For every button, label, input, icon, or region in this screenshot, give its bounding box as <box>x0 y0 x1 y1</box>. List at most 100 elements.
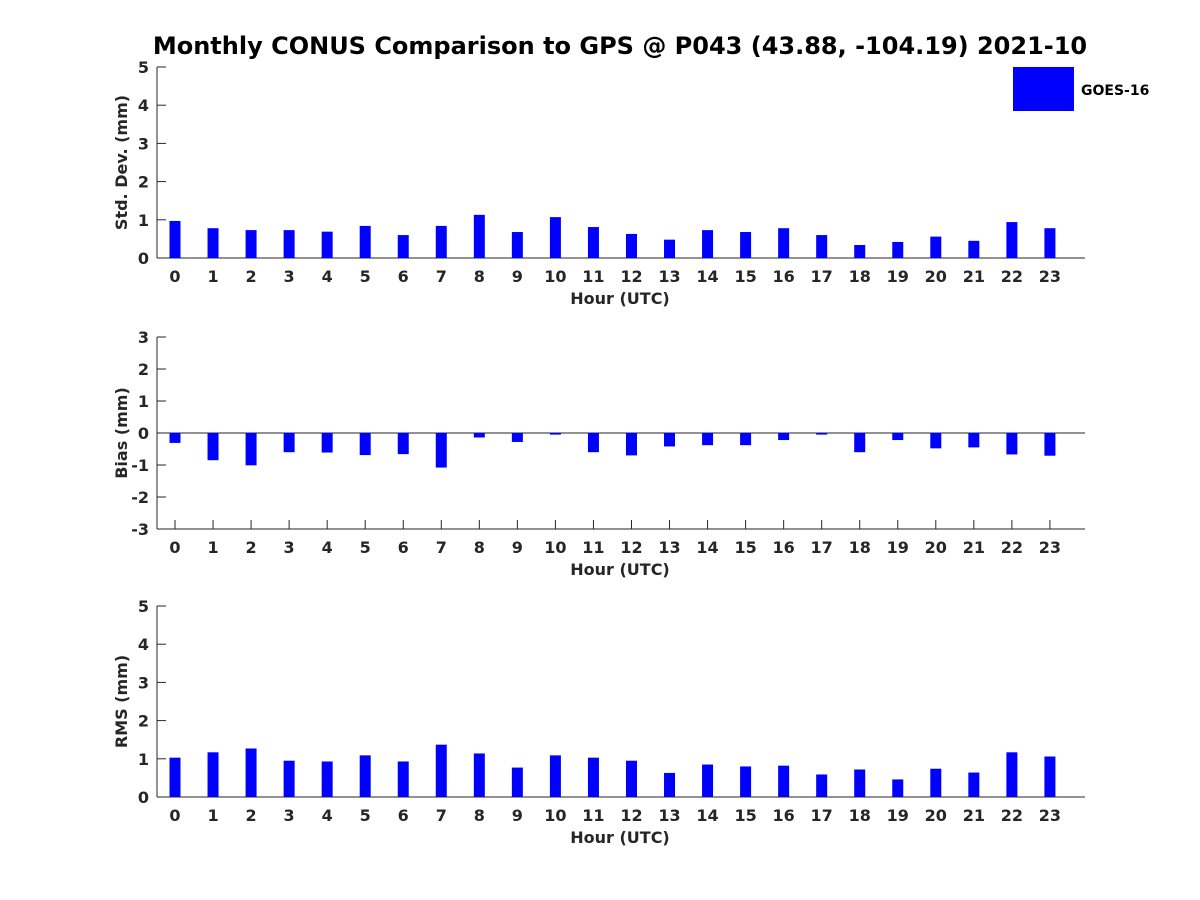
y-tick-label: 4 <box>138 96 149 115</box>
x-tick-label: 22 <box>1001 538 1023 557</box>
bar-hour-0 <box>169 433 181 443</box>
x-tick-label: 9 <box>512 538 523 557</box>
x-tick-label: 23 <box>1039 538 1061 557</box>
bar-hour-11 <box>587 433 599 453</box>
x-tick-label: 3 <box>284 806 295 825</box>
x-tick-label: 11 <box>582 267 604 286</box>
x-tick-label: 16 <box>773 267 795 286</box>
bar-hour-11 <box>587 227 599 258</box>
bar-hour-22 <box>1006 222 1018 258</box>
bar-hour-13 <box>664 239 676 258</box>
bar-hour-19 <box>892 433 904 441</box>
x-tick-label: 16 <box>773 806 795 825</box>
x-tick-label: 0 <box>169 806 180 825</box>
legend-label: GOES-16 <box>1081 83 1149 99</box>
y-tick-label: 1 <box>138 750 149 769</box>
x-tick-label: 11 <box>582 538 604 557</box>
x-tick-label: 13 <box>658 806 680 825</box>
bar-hour-1 <box>207 752 219 797</box>
x-tick-label: 18 <box>849 538 871 557</box>
bar-hour-10 <box>549 217 561 258</box>
x-tick-label: 18 <box>849 806 871 825</box>
x-axis-label: Hour (UTC) <box>570 828 670 847</box>
x-tick-label: 15 <box>734 538 756 557</box>
y-tick-label: 5 <box>138 597 149 616</box>
bar-hour-14 <box>702 230 714 258</box>
x-tick-label: 7 <box>436 538 447 557</box>
bar-hour-4 <box>321 231 333 258</box>
y-tick-label: -2 <box>131 488 149 507</box>
y-tick-label: 0 <box>138 788 149 807</box>
x-tick-label: 12 <box>620 267 642 286</box>
bar-hour-6 <box>397 433 409 455</box>
bar-hour-5 <box>359 225 371 258</box>
x-tick-label: 1 <box>207 267 218 286</box>
x-tick-label: 8 <box>474 267 485 286</box>
x-tick-label: 9 <box>512 267 523 286</box>
x-tick-label: 23 <box>1039 267 1061 286</box>
x-tick-label: 2 <box>246 267 257 286</box>
x-tick-label: 13 <box>658 267 680 286</box>
x-tick-label: 15 <box>734 806 756 825</box>
x-tick-label: 14 <box>696 538 718 557</box>
x-tick-label: 21 <box>963 806 985 825</box>
bar-hour-23 <box>1044 228 1056 258</box>
bar-hour-17 <box>816 774 828 797</box>
y-tick-label: 2 <box>138 360 149 379</box>
bar-hour-23 <box>1044 756 1056 797</box>
bar-hour-12 <box>625 233 637 258</box>
bar-hour-2 <box>245 230 257 258</box>
y-tick-label: 5 <box>138 58 149 77</box>
bar-hour-4 <box>321 433 333 453</box>
y-axis-label: Std. Dev. (mm) <box>112 95 131 230</box>
x-tick-label: 18 <box>849 267 871 286</box>
bar-hour-3 <box>283 433 295 453</box>
x-axis-label: Hour (UTC) <box>570 560 670 579</box>
x-tick-label: 10 <box>544 806 566 825</box>
x-tick-label: 19 <box>887 267 909 286</box>
bar-hour-13 <box>664 433 676 447</box>
bar-hour-9 <box>511 232 523 258</box>
x-tick-label: 3 <box>284 267 295 286</box>
bar-hour-21 <box>968 772 980 797</box>
bar-hour-8 <box>473 753 485 797</box>
x-tick-label: 14 <box>696 806 718 825</box>
legend-swatch <box>1013 67 1074 111</box>
bar-hour-0 <box>169 220 181 258</box>
bar-hour-10 <box>549 433 561 435</box>
bar-hour-21 <box>968 240 980 258</box>
x-tick-label: 22 <box>1001 267 1023 286</box>
x-tick-label: 20 <box>925 267 947 286</box>
x-tick-label: 6 <box>398 806 409 825</box>
y-tick-label: 2 <box>138 712 149 731</box>
x-tick-label: 6 <box>398 267 409 286</box>
bar-hour-7 <box>435 744 447 797</box>
bar-hour-23 <box>1044 433 1056 456</box>
x-tick-label: 8 <box>474 806 485 825</box>
bar-hour-18 <box>854 769 866 797</box>
bar-hour-19 <box>892 779 904 797</box>
bar-hour-18 <box>854 245 866 258</box>
x-tick-label: 23 <box>1039 806 1061 825</box>
bar-hour-20 <box>930 768 942 797</box>
bar-hour-14 <box>702 433 714 446</box>
y-tick-label: 4 <box>138 635 149 654</box>
bar-hour-12 <box>625 760 637 797</box>
y-tick-label: 3 <box>138 134 149 153</box>
x-tick-label: 3 <box>284 538 295 557</box>
x-tick-label: 21 <box>963 267 985 286</box>
bar-hour-3 <box>283 230 295 258</box>
x-tick-label: 19 <box>887 806 909 825</box>
x-tick-label: 1 <box>207 538 218 557</box>
y-tick-label: 2 <box>138 173 149 192</box>
bar-hour-1 <box>207 228 219 258</box>
bar-hour-16 <box>778 433 790 441</box>
y-tick-label: 3 <box>138 328 149 347</box>
x-tick-label: 2 <box>246 538 257 557</box>
bar-hour-15 <box>740 232 752 258</box>
x-tick-label: 5 <box>360 267 371 286</box>
